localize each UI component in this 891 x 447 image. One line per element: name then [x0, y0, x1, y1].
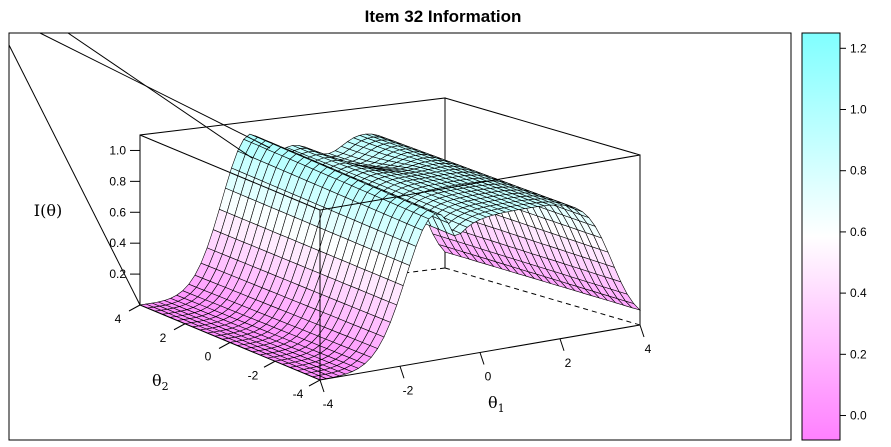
theta1-tick-label: 2 — [565, 356, 572, 370]
colorbar-tick-label: 0.6 — [850, 225, 867, 239]
theta2-axis-label: θ2 — [152, 371, 169, 393]
box-top-edge — [139, 134, 321, 211]
theta1-tick — [319, 379, 325, 393]
hidden-edge — [444, 267, 641, 326]
colorbar-tick-label: 0.2 — [850, 347, 867, 361]
colorbar-tick-label: 1.2 — [850, 41, 867, 55]
colorbar: 0.0 0.2 0.4 0.6 0.8 1.0 1.2 — [801, 32, 867, 441]
perspective-line — [39, 33, 271, 149]
theta1-tick-label: 0 — [485, 370, 492, 384]
z-tick-label: 0.8 — [109, 174, 126, 188]
plot-frame — [8, 32, 792, 441]
theta2-tick-label: 2 — [160, 331, 167, 345]
theta1-tick-label: -4 — [323, 397, 334, 411]
theta2-tick-label: 4 — [115, 312, 122, 326]
box-front-edges — [319, 154, 641, 380]
theta1-tick — [639, 324, 645, 338]
perspective-line — [67, 33, 253, 159]
axes: -4 -2 0 2 4 -4 -2 0 2 4 0.2 0.4 0.6 0.8 1.0 I(θ) θ2 θ1 — [34, 143, 652, 415]
z-tick-label: 0.4 — [109, 236, 126, 250]
colorbar-tick-label: 1.0 — [850, 103, 867, 117]
z-tick-label: 0.6 — [109, 205, 126, 219]
surface — [138, 133, 642, 381]
theta2-tick — [128, 304, 141, 312]
z-tick-label: 1.0 — [109, 143, 126, 157]
theta1-tick-label: 4 — [645, 342, 652, 356]
theta2-tick-label: 0 — [205, 350, 212, 364]
theta2-tick — [263, 360, 276, 368]
perspective-line — [9, 44, 141, 306]
box-top-edge — [444, 97, 641, 156]
chart-title: Item 32 Information — [365, 7, 522, 26]
colorbar-scale — [801, 32, 841, 441]
theta2-tick — [218, 342, 231, 349]
theta2-tick — [173, 323, 186, 331]
theta2-tick — [308, 379, 321, 387]
theta1-tick-label: -2 — [403, 383, 414, 397]
z-axis-label: I(θ) — [34, 201, 62, 220]
theta1-tick — [399, 366, 405, 379]
colorbar-tick-label: 0.0 — [850, 409, 867, 423]
theta1-tick — [479, 352, 485, 365]
colorbar-tick-label: 0.4 — [850, 286, 867, 300]
theta2-tick-label: -2 — [248, 368, 259, 382]
z-tick-label: 0.2 — [109, 267, 126, 281]
theta2-tick-label: -4 — [293, 387, 304, 401]
theta1-tick — [559, 338, 565, 351]
theta1-axis-label: θ1 — [488, 393, 505, 415]
colorbar-tick-label: 0.8 — [850, 164, 867, 178]
box-front — [9, 33, 641, 381]
